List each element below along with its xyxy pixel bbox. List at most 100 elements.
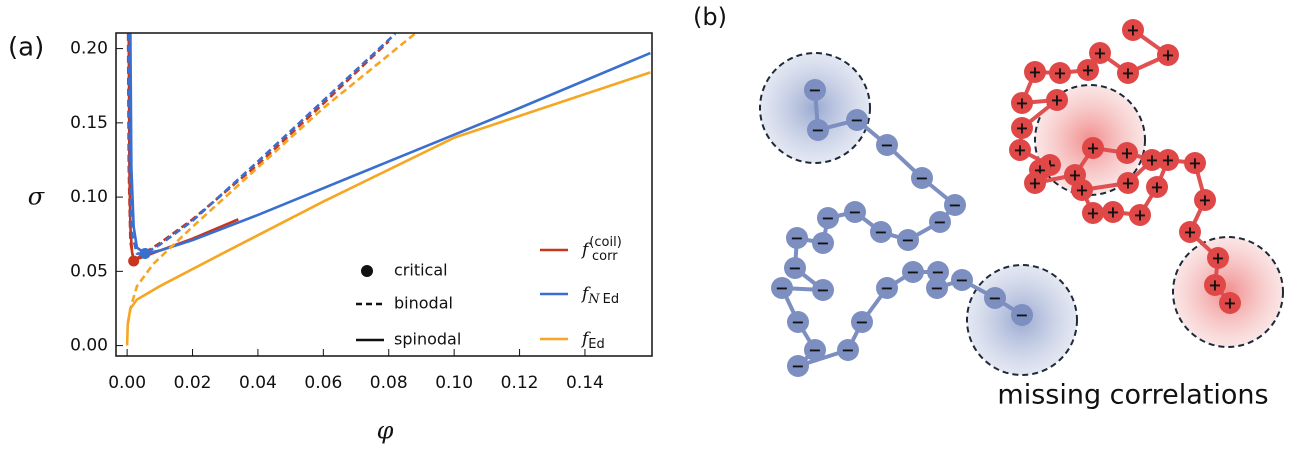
monomer — [1141, 149, 1163, 171]
charge-sign: + — [1161, 151, 1174, 170]
charge-sign: − — [933, 213, 946, 232]
legend-label-part: N — [587, 292, 600, 307]
charge-sign: + — [1145, 151, 1158, 170]
charge-sign: + — [1028, 63, 1041, 82]
monomer — [1011, 92, 1033, 114]
legend-label: fEd — [580, 329, 605, 352]
charge-sign: + — [1183, 223, 1196, 242]
monomer — [804, 79, 826, 101]
panel-label: (a) — [8, 33, 44, 63]
monomer — [1009, 139, 1031, 161]
legend-label: spinodal — [394, 330, 461, 349]
charge-sign: − — [791, 313, 804, 332]
charge-sign: − — [821, 209, 834, 228]
y-tick-label: 0.15 — [70, 113, 108, 133]
x-tick-label: 0.02 — [174, 373, 212, 393]
x-tick-label: 0.14 — [566, 373, 604, 393]
x-tick-label: 0.04 — [239, 373, 277, 393]
legend-label-part: Ed — [588, 337, 604, 352]
monomer — [1071, 179, 1093, 201]
charge-sign: + — [1188, 154, 1201, 173]
monomer — [771, 277, 793, 299]
charge-sign: + — [1150, 178, 1163, 197]
monomer — [812, 279, 834, 301]
y-tick-label: 0.20 — [70, 39, 108, 59]
x-tick-label: 0.12 — [501, 373, 539, 393]
y-tick-label: 0.00 — [70, 336, 108, 356]
charge-sign: + — [1106, 203, 1119, 222]
charge-sign: + — [1086, 139, 1099, 158]
charge-sign: − — [775, 279, 788, 298]
charge-sign: − — [948, 196, 961, 215]
charge-sign: + — [1133, 206, 1146, 225]
monomer — [902, 261, 924, 283]
monomer — [1077, 59, 1099, 81]
monomer — [1102, 201, 1124, 223]
charge-sign: − — [906, 263, 919, 282]
charge-sign: − — [880, 279, 893, 298]
monomer — [784, 257, 806, 279]
monomer — [1204, 274, 1226, 296]
legend-marker — [361, 265, 373, 277]
charge-sign: − — [988, 289, 1001, 308]
charge-sign: + — [1198, 191, 1211, 210]
legend-label-part: corr — [592, 249, 618, 264]
monomer — [927, 261, 949, 283]
charge-sign: − — [848, 203, 861, 222]
monomer — [1011, 304, 1033, 326]
monomer — [876, 277, 898, 299]
monomer — [926, 277, 948, 299]
panel-label: (b) — [693, 3, 727, 31]
charge-sign: + — [1120, 144, 1133, 163]
correlation-hole — [1172, 236, 1284, 348]
x-tick-label: 0.00 — [108, 373, 146, 393]
x-tick-label: 0.10 — [435, 373, 473, 393]
legend-label: f(coil) corr — [580, 235, 622, 264]
spinodal-line — [129, 33, 651, 255]
binodal-line — [126, 33, 416, 324]
charge-sign: + — [1223, 294, 1236, 313]
caption: missing correlations — [997, 380, 1268, 411]
charge-sign: − — [931, 263, 944, 282]
charge-sign: + — [1053, 64, 1066, 83]
charge-sign: − — [874, 223, 887, 242]
charge-sign: − — [955, 271, 968, 290]
monomer — [929, 211, 951, 233]
monomer — [787, 355, 809, 377]
charge-sign: − — [855, 313, 868, 332]
monomer — [1157, 149, 1179, 171]
critical-point — [128, 255, 140, 267]
charge-sign: − — [816, 234, 829, 253]
charge-sign: − — [808, 341, 821, 360]
charge-sign: − — [816, 281, 829, 300]
monomer — [1117, 62, 1139, 84]
binodal-line — [126, 33, 390, 264]
monomer — [786, 227, 808, 249]
charge-sign: − — [915, 169, 928, 188]
monomer — [1011, 117, 1033, 139]
x-axis-label: φ — [377, 417, 394, 445]
monomer — [1219, 292, 1241, 314]
y-tick-label: 0.10 — [70, 187, 108, 207]
monomer — [1122, 19, 1144, 41]
legend-label: binodal — [394, 294, 453, 313]
monomer — [1157, 44, 1179, 66]
charge-sign: − — [880, 136, 893, 155]
diagram: −−−−−−−−−−−−−−−−−−−−−−− −− −−−++++++++ ++++… — [759, 19, 1284, 377]
charge-sign: + — [1086, 204, 1099, 223]
monomer — [1194, 189, 1216, 211]
charge-sign: − — [790, 229, 803, 248]
charge-sign: + — [1015, 119, 1028, 138]
monomer — [1184, 152, 1206, 174]
charge-sign: − — [791, 357, 804, 376]
charge-sign: − — [811, 121, 824, 140]
legend-label-part: f — [580, 329, 591, 349]
charge-sign: + — [1028, 174, 1041, 193]
monomer — [817, 207, 839, 229]
monomer — [1179, 221, 1201, 243]
monomer — [1082, 202, 1104, 224]
x-tick-label: 0.08 — [370, 373, 408, 393]
legend-label-part: (coil) — [589, 235, 621, 250]
binodal-line — [127, 33, 397, 255]
